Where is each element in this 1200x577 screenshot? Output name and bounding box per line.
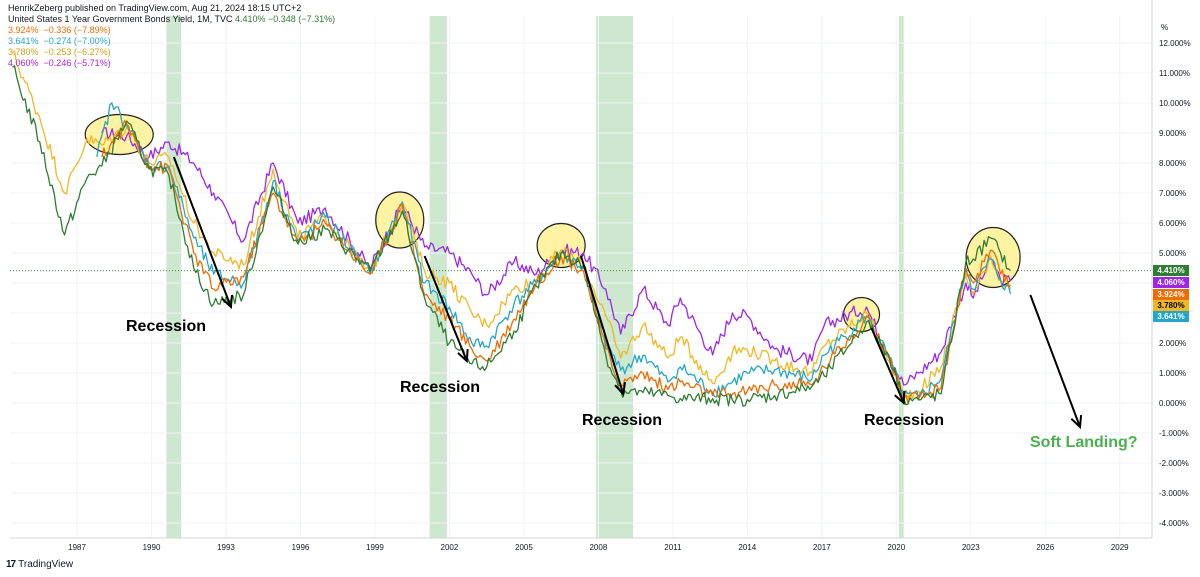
grid <box>10 16 1152 538</box>
arrow-shaft <box>580 255 625 395</box>
highlight-circle <box>965 226 1021 289</box>
arrow-head <box>894 390 906 406</box>
y-tick-label: 5.000% <box>1159 249 1186 258</box>
annotation-arrows <box>172 156 1083 430</box>
legend-row-4[interactable]: 4.060% −0.246 (−5.71%) <box>8 58 111 69</box>
x-tick-label: 1990 <box>143 543 161 552</box>
arrow-shaft <box>870 327 905 404</box>
x-tick-label: 2005 <box>515 543 533 552</box>
publisher-text: HenrikZeberg published on TradingView.co… <box>8 3 302 13</box>
legend-value: 3.924% <box>8 25 39 35</box>
yield-series <box>12 50 1012 407</box>
footer: 17 TradingView <box>6 559 73 570</box>
y-tick-label: 12.000% <box>1159 39 1191 48</box>
recession-band <box>429 16 447 538</box>
last-value-tag <box>1153 311 1189 322</box>
arrow-shaft <box>1029 294 1081 428</box>
tradingview-logo-icon: 17 <box>6 559 16 570</box>
recession-band <box>898 16 904 538</box>
symbol-name[interactable]: United States 1 Year Government Bonds Yi… <box>8 14 233 24</box>
y-axis-unit: % <box>1161 23 1168 32</box>
legend-change: −0.336 (−7.89%) <box>43 25 111 35</box>
last-value-tag <box>1153 289 1189 300</box>
x-tick-label: 2023 <box>962 543 980 552</box>
soft-landing-label: Soft Landing? <box>1030 434 1138 451</box>
symbol-change: −0.348 (−7.31%) <box>268 14 336 24</box>
arrow-head <box>221 294 233 310</box>
recession-label-3: Recession <box>582 412 663 429</box>
y-tick-label: -3.000% <box>1159 489 1189 498</box>
arrow-head <box>614 381 627 397</box>
y-tick-label: 0.000% <box>1159 399 1186 408</box>
x-tick-label: 1999 <box>366 543 384 552</box>
footer-logo-text[interactable]: TradingView <box>18 559 74 570</box>
x-tick-label: 2020 <box>887 543 905 552</box>
y-tick-label: 1.000% <box>1159 369 1186 378</box>
x-tick-label: 2029 <box>1111 543 1129 552</box>
y-tick-label: 8.000% <box>1159 159 1186 168</box>
x-tick-label: 2008 <box>589 543 607 552</box>
legend-value: 3.780% <box>8 47 39 57</box>
last-value-tag <box>1153 265 1189 276</box>
x-tick-label: 2026 <box>1036 543 1054 552</box>
axes: % 12.000% 11.000% 10.000% 9.000% 8.000% 7.000%… <box>10 0 1191 552</box>
y-tick-label: 9.000% <box>1159 129 1186 138</box>
last-value-tag-label: 3.780% <box>1157 301 1184 310</box>
symbol-value: 4.410% <box>234 14 266 24</box>
y-tick-label: 7.000% <box>1159 189 1186 198</box>
last-value-tag <box>1153 300 1189 311</box>
legend-row-1[interactable]: 3.924% −0.336 (−7.89%) <box>8 25 111 36</box>
arrow-shaft <box>423 255 468 362</box>
highlight-circle <box>536 222 586 269</box>
legend-change: −0.274 (−7.00%) <box>43 36 111 46</box>
x-tick-label: 2014 <box>738 543 756 552</box>
x-tick-label: 2017 <box>813 543 831 552</box>
recession-label-2: Recession <box>400 379 481 396</box>
legend-row-2[interactable]: 3.641% −0.274 (−7.00%) <box>8 36 111 47</box>
y-tick-label: -2.000% <box>1159 459 1189 468</box>
x-tick-label: 1996 <box>292 543 310 552</box>
recession-band <box>595 16 634 538</box>
recession-label-1: Recession <box>126 318 207 335</box>
arrow-head <box>457 348 469 364</box>
last-value-tag-label: 4.060% <box>1157 278 1184 287</box>
recession-label-4: Recession <box>864 412 945 429</box>
publish-line: HenrikZeberg published on TradingView.co… <box>8 3 301 14</box>
y-tick-label: 2.000% <box>1159 339 1186 348</box>
last-value-tag-label: 3.641% <box>1157 312 1184 321</box>
legend-row-3[interactable]: 3.780% −0.253 (−6.27%) <box>8 47 111 58</box>
y-tick-label: 11.000% <box>1159 69 1190 78</box>
last-value-tag-label: 4.410% <box>1157 266 1184 275</box>
arrow-shaft <box>172 156 232 308</box>
legend-change: −0.253 (−6.27%) <box>43 47 111 57</box>
last-value-tags: 4.410% 4.060% 3.924% 3.780% 3.641% <box>1153 265 1189 322</box>
y-tick-label: -4.000% <box>1159 519 1189 528</box>
last-value-tag-label: 3.924% <box>1157 290 1184 299</box>
arrow-head <box>1070 414 1083 430</box>
x-tick-label: 1987 <box>68 543 86 552</box>
x-tick-label: 1993 <box>217 543 235 552</box>
series-line-y5 <box>12 50 1012 400</box>
x-tick-label: 2002 <box>441 543 459 552</box>
legend-value: 4.060% <box>8 58 39 68</box>
recession-band <box>166 16 182 538</box>
symbol-line: United States 1 Year Government Bonds Yi… <box>8 14 335 25</box>
recession-bands <box>166 16 904 538</box>
y-tick-label: 10.000% <box>1159 99 1191 108</box>
y-tick-label: 6.000% <box>1159 219 1186 228</box>
x-tick-label: 2011 <box>664 543 682 552</box>
last-value-tag <box>1153 277 1189 288</box>
series-line-y1 <box>12 65 1011 407</box>
legend-change: −0.246 (−5.71%) <box>43 58 111 68</box>
y-tick-label: -1.000% <box>1159 429 1189 438</box>
legend-value: 3.641% <box>8 36 39 46</box>
